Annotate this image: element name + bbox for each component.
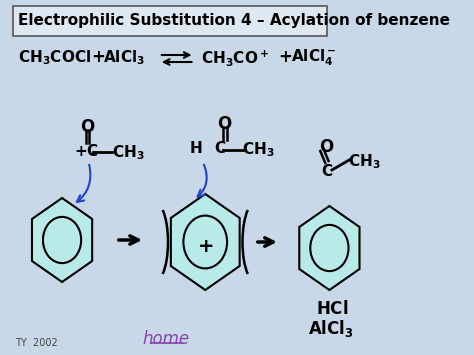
Text: $\mathbf{O}$: $\mathbf{O}$ [218, 115, 233, 133]
Text: $\mathbf{CH_3CO^+}$: $\mathbf{CH_3CO^+}$ [201, 48, 269, 68]
FancyBboxPatch shape [13, 6, 327, 36]
Polygon shape [32, 198, 92, 282]
FancyArrowPatch shape [198, 165, 207, 197]
Text: $\mathbf{+}$: $\mathbf{+}$ [278, 48, 292, 66]
Text: $\mathbf{+}$: $\mathbf{+}$ [197, 236, 213, 256]
Text: $\mathbf{C}$: $\mathbf{C}$ [321, 163, 333, 179]
Text: $\mathbf{CH_3COCl}$: $\mathbf{CH_3COCl}$ [18, 48, 91, 67]
Text: $\mathbf{AlCl_4^-}$: $\mathbf{AlCl_4^-}$ [292, 48, 337, 69]
Text: $\mathbf{+}$: $\mathbf{+}$ [91, 48, 105, 66]
Text: TY  2002: TY 2002 [15, 338, 58, 348]
Text: $\mathbf{HCl}$: $\mathbf{HCl}$ [316, 300, 348, 318]
Text: $\mathbf{O}$: $\mathbf{O}$ [319, 138, 334, 156]
Text: $\mathbf{CH_3}$: $\mathbf{CH_3}$ [243, 140, 275, 159]
Text: $\mathbf{AlCl_3}$: $\mathbf{AlCl_3}$ [103, 48, 146, 67]
Polygon shape [299, 206, 359, 290]
Text: $\mathbf{C}$: $\mathbf{C}$ [213, 140, 226, 156]
Text: $\mathbf{H}$: $\mathbf{H}$ [189, 140, 202, 156]
Polygon shape [171, 194, 240, 290]
Text: Electrophilic Substitution 4 – Acylation of benzene: Electrophilic Substitution 4 – Acylation… [18, 13, 450, 28]
FancyArrowPatch shape [77, 165, 91, 202]
Text: $\mathbf{AlCl_3}$: $\mathbf{AlCl_3}$ [308, 318, 354, 339]
Text: home: home [142, 330, 189, 348]
Text: $\mathbf{CH_3}$: $\mathbf{CH_3}$ [112, 143, 145, 162]
Text: $\mathbf{+C}$: $\mathbf{+C}$ [74, 143, 100, 159]
Text: $\mathbf{O}$: $\mathbf{O}$ [80, 118, 95, 136]
Text: $\mathbf{CH_3}$: $\mathbf{CH_3}$ [347, 152, 380, 171]
